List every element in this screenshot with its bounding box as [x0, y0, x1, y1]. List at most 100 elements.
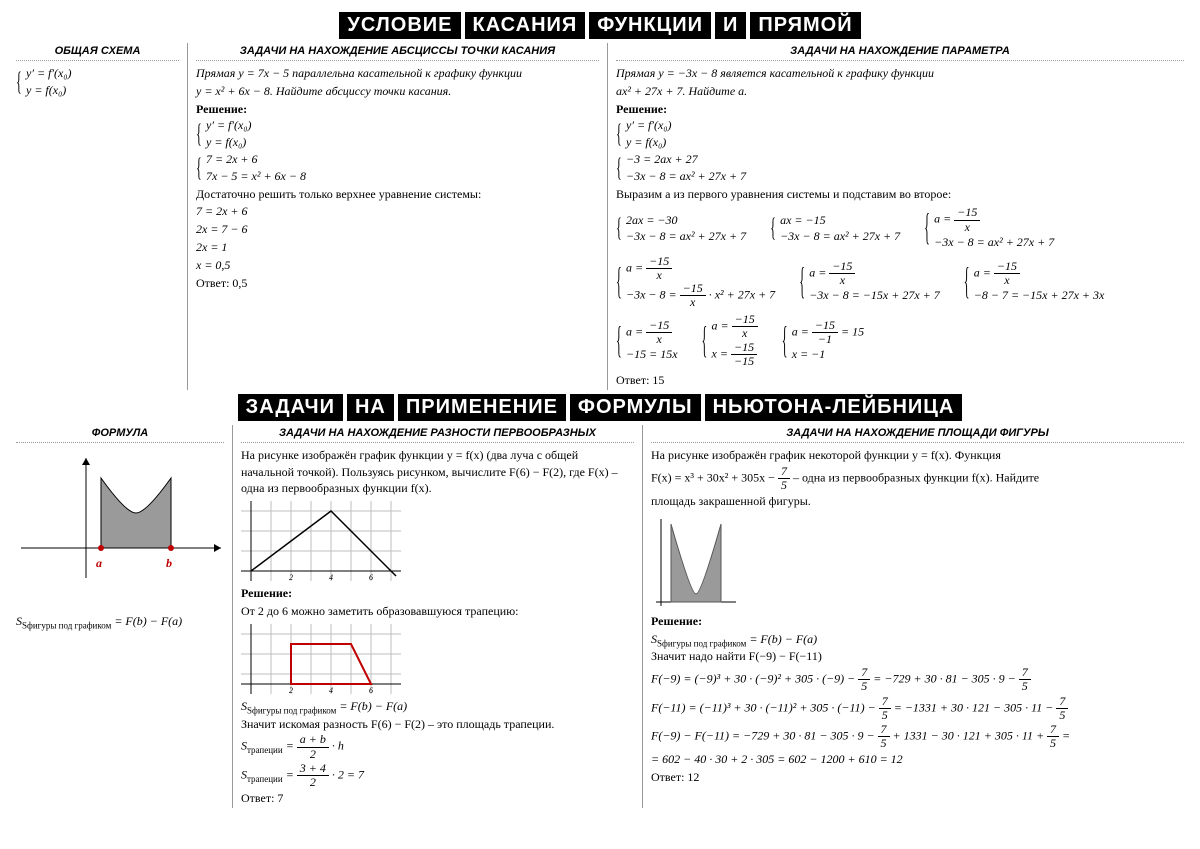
col-head: Общая схема: [16, 43, 179, 61]
col-parameter: Задачи на нахождение параметра Прямая y …: [608, 43, 1192, 390]
system: a = −15x −15 = 15x: [616, 319, 678, 363]
integral-diagram: a b: [16, 453, 224, 583]
system: 7 = 2x + 6 7x − 5 = x² + 6x − 8: [196, 151, 599, 185]
system-row: 2ax = −30 −3x − 8 = ax² + 27x + 7 ax = −…: [616, 206, 1184, 250]
txt: = −729 + 30 · 81 − 305 · 9 −: [870, 672, 1019, 686]
eq: a = −15x: [712, 313, 758, 340]
col-head: Задачи на нахождение абсциссы точки каса…: [196, 43, 599, 61]
sub: Sфигуры под графиком: [247, 705, 336, 715]
eq: ax = −15: [780, 212, 900, 229]
banner-2: ЗадачинаприменениеформулыНьютона-Лейбниц…: [8, 394, 1192, 421]
eq: −3x − 8 = −15x + 27x + 7: [809, 287, 940, 304]
eq: a = −15−1 = 15: [792, 319, 864, 346]
system: ax = −15 −3x − 8 = ax² + 27x + 7: [770, 212, 900, 246]
section-tangent: Общая схема y′ = f′(x₀) y = f(x₀) Задачи…: [8, 43, 1192, 390]
eq: y′ = f′(x₀): [26, 65, 179, 82]
label-a: a: [96, 555, 102, 572]
problem-text: F(x) = x³ + 30x² + 305x − 75 – одна из п…: [651, 465, 1184, 492]
eq: y′ = f′(x₀): [626, 117, 1184, 134]
txt: + 1331 − 30 · 121 + 305 · 11 +: [890, 728, 1048, 742]
eq: a = −15x: [626, 255, 775, 282]
tail: · 2 = 7: [329, 767, 364, 781]
eq: SSфигуры под графиком = F(b) − F(a): [651, 631, 1184, 648]
problem-text: Прямая y = −3x − 8 является касательной …: [616, 65, 1184, 82]
system-row: a = −15x −3x − 8 = −15x · x² + 27x + 7 a…: [616, 255, 1184, 310]
col-head: Формула: [16, 425, 224, 443]
note: Значит искомая разность F(6) − F(2) – эт…: [241, 716, 634, 733]
problem-text: площадь закрашенной фигуры.: [651, 493, 1184, 510]
note: Достаточно решить только верхнее уравнен…: [196, 186, 599, 203]
eq: x = −15−15: [712, 341, 758, 368]
svg-text:6: 6: [369, 686, 373, 694]
eq: a = −15x: [934, 206, 1054, 233]
formula-rhs: = F(b) − F(a): [114, 614, 182, 628]
eq: F(−9) − F(−11) = −729 + 30 · 81 − 305 · …: [651, 723, 1184, 750]
system: a = −15−1 = 15 x = −1: [782, 319, 864, 363]
eq: y = f(x₀): [626, 134, 1184, 151]
svg-text:2: 2: [289, 573, 293, 581]
eq: −15 = 15x: [626, 346, 678, 363]
system: y′ = f′(x₀) y = f(x₀): [196, 117, 599, 151]
solution-label: Решение:: [196, 101, 599, 118]
eq: −3x − 8 = ax² + 27x + 7: [626, 168, 1184, 185]
eq: −8 − 7 = −15x + 27x + 3x: [974, 287, 1105, 304]
mini-graph-3: [651, 514, 741, 609]
eq: 7x − 5 = x² + 6x − 8: [206, 168, 599, 185]
section-newton-leibniz: Формула a b SSфигуры под графиком = F(b: [8, 425, 1192, 808]
problem-text: На рисунке изображён график некоторой фу…: [651, 447, 1184, 464]
txt: = −1331 + 30 · 121 − 305 · 11 −: [891, 700, 1057, 714]
eq: a = −15x: [974, 260, 1105, 287]
col-head: Задачи на нахождение площади фигуры: [651, 425, 1184, 443]
eq: a = −15x: [809, 260, 940, 287]
system: y′ = f′(x₀) y = f(x₀): [616, 117, 1184, 151]
col-area: Задачи на нахождение площади фигуры На р…: [643, 425, 1192, 808]
eq: a = −15x: [626, 319, 678, 346]
eq: Sтрапеции = 3 + 42 · 2 = 7: [241, 762, 634, 789]
col-antiderivative-diff: Задачи на нахождение разности первообраз…: [233, 425, 643, 808]
eq: F(−11) = (−11)³ + 30 · (−11)² + 305 · (−…: [651, 695, 1184, 722]
mini-graph-1: 246: [241, 501, 401, 581]
problem-text: y = x² + 6x − 8. Найдите абсциссу точки …: [196, 83, 599, 100]
system: a = −15x −3x − 8 = −15x + 27x + 7: [799, 260, 940, 304]
formula-sub: Sфигуры под графиком: [22, 620, 111, 630]
sub: Sфигуры под графиком: [657, 638, 746, 648]
system: a = −15x −8 − 7 = −15x + 27x + 3x: [964, 260, 1105, 304]
eq: −3x − 8 = −15x · x² + 27x + 7: [626, 282, 775, 309]
formula: SSфигуры под графиком = F(b) − F(a): [16, 613, 224, 630]
solution-label: Решение:: [241, 585, 634, 602]
txt: F(x) = x³ + 30x² + 305x −: [651, 470, 778, 484]
col-formula: Формула a b SSфигуры под графиком = F(b: [8, 425, 233, 808]
eq: −3x − 8 = ax² + 27x + 7: [934, 234, 1054, 251]
banner-1: Условиекасанияфункцииипрямой: [8, 12, 1192, 39]
eq: SSфигуры под графиком = F(b) − F(a): [241, 698, 634, 715]
note: От 2 до 6 можно заметить образовавшуюся …: [241, 603, 634, 620]
col-abscissa: Задачи на нахождение абсциссы точки каса…: [188, 43, 608, 390]
txt: – одна из первообразных функции f(x). На…: [790, 470, 1039, 484]
svg-text:4: 4: [329, 686, 333, 694]
eq: −3x − 8 = ax² + 27x + 7: [626, 228, 746, 245]
answer: Ответ: 0,5: [196, 275, 599, 292]
rhs: = F(b) − F(a): [339, 699, 407, 713]
eq: 2x = 1: [196, 239, 599, 256]
system: 2ax = −30 −3x − 8 = ax² + 27x + 7: [616, 212, 746, 246]
answer: Ответ: 7: [241, 790, 634, 807]
col-scheme: Общая схема y′ = f′(x₀) y = f(x₀): [8, 43, 188, 390]
system: −3 = 2ax + 27 −3x − 8 = ax² + 27x + 7: [616, 151, 1184, 185]
system: a = −15x −3x − 8 = ax² + 27x + 7: [924, 206, 1054, 250]
eq: x = 0,5: [196, 257, 599, 274]
eq: x = −1: [792, 346, 864, 363]
note: Выразим a из первого уравнения системы и…: [616, 186, 1184, 203]
label-b: b: [166, 555, 172, 572]
solution-label: Решение:: [616, 101, 1184, 118]
txt: F(−11) = (−11)³ + 30 · (−11)² + 305 · (−…: [651, 700, 879, 714]
txt: F(−9) − F(−11) = −729 + 30 · 81 − 305 · …: [651, 728, 878, 742]
eq: Sтрапеции = a + b2 · h: [241, 733, 634, 760]
eq: −3 = 2ax + 27: [626, 151, 1184, 168]
note: Значит надо найти F(−9) − F(−11): [651, 648, 1184, 665]
eq: 2ax = −30: [626, 212, 746, 229]
eq: −3x − 8 = ax² + 27x + 7: [780, 228, 900, 245]
eq: y = f(x₀): [206, 134, 599, 151]
rhs: = F(b) − F(a): [749, 632, 817, 646]
txt: F(−9) = (−9)³ + 30 · (−9)² + 305 · (−9) …: [651, 672, 858, 686]
eq: 2x = 7 − 6: [196, 221, 599, 238]
